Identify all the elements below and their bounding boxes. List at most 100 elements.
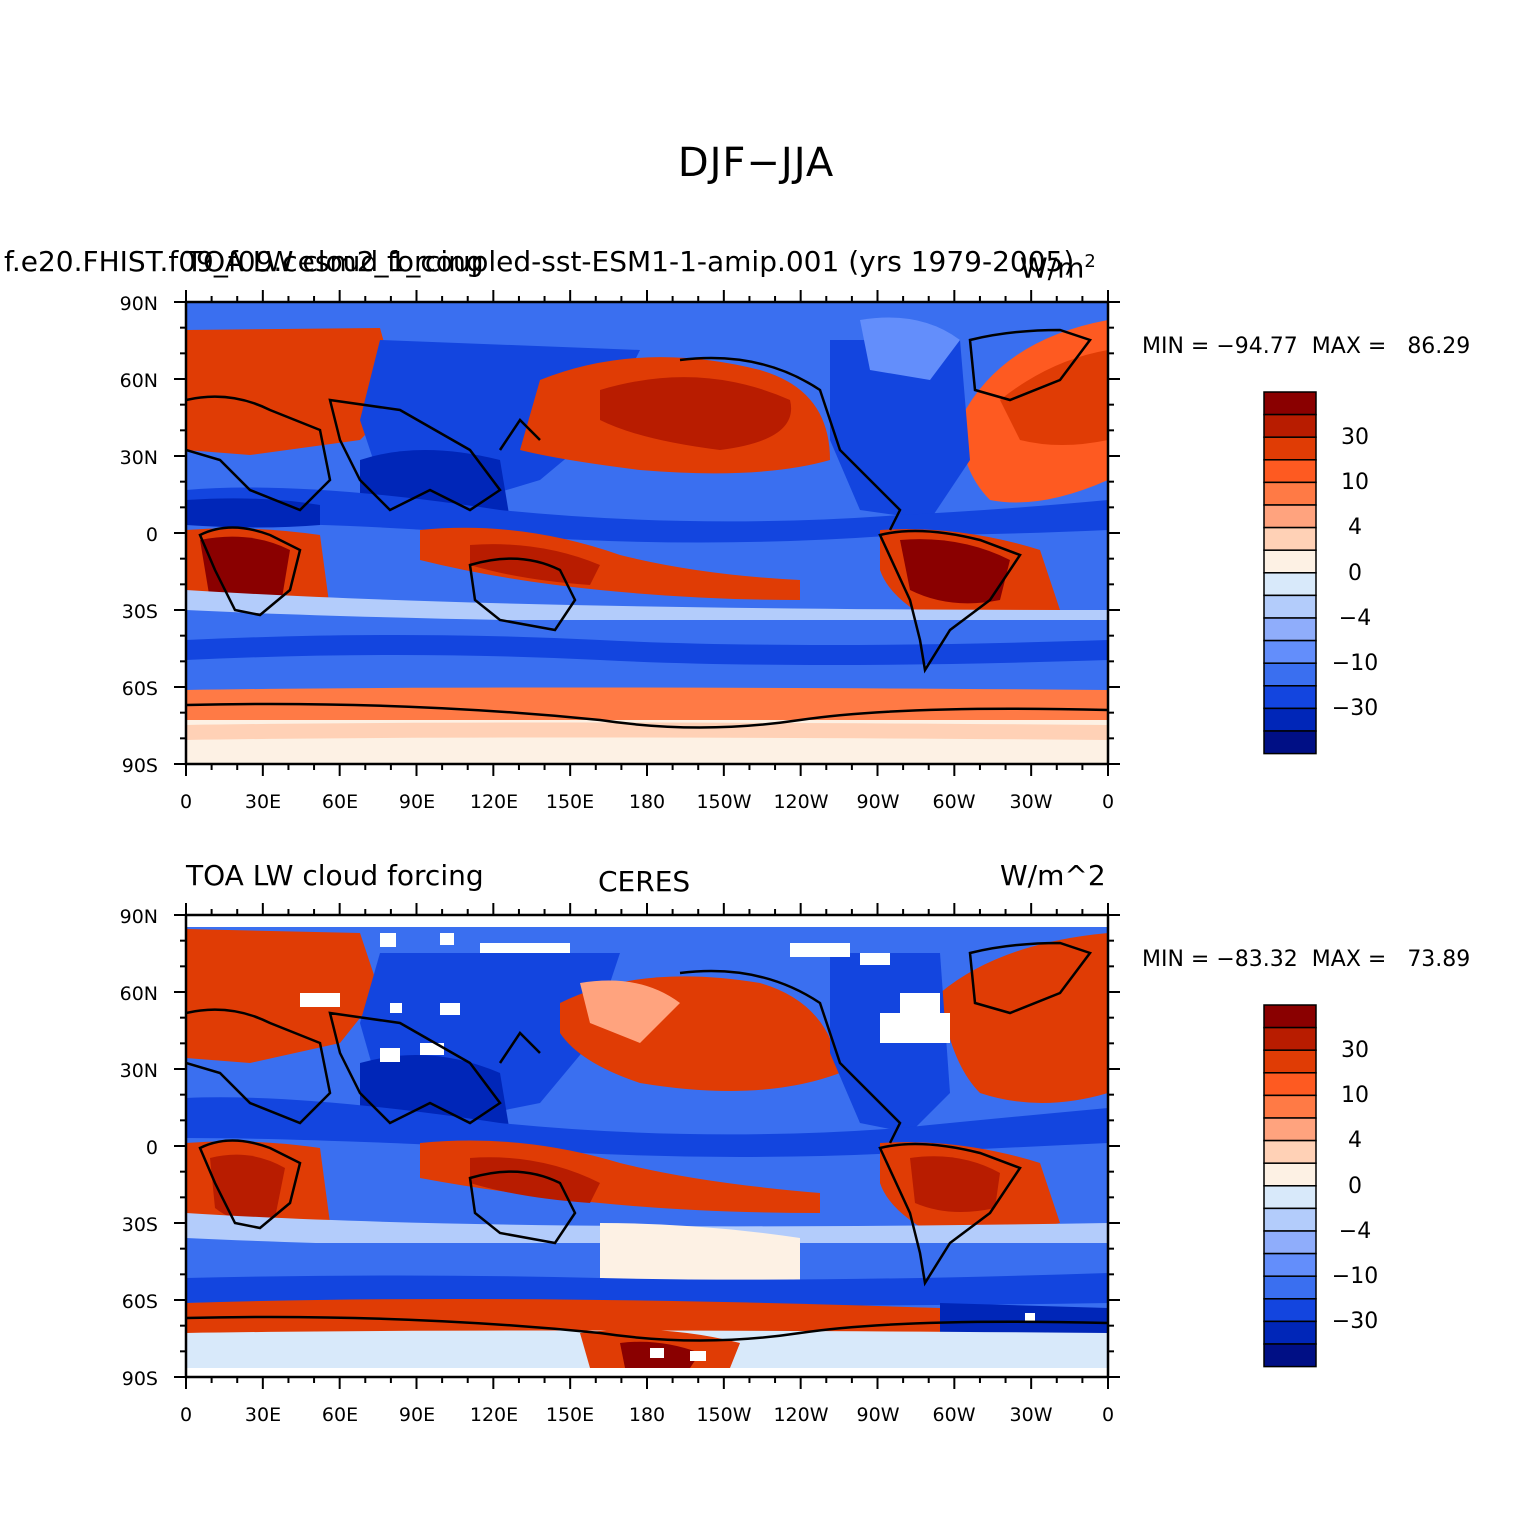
colorbar-box <box>1263 1320 1317 1345</box>
lat-label: 90N <box>120 293 158 315</box>
lon-label: 120W <box>773 1404 828 1426</box>
panel-bottom-ticks <box>174 903 1120 1389</box>
colorbar-box <box>1263 1230 1317 1255</box>
min-value: −83.32 <box>1216 947 1298 972</box>
colorbar-label: −30 <box>1332 1309 1378 1334</box>
colorbar-box <box>1263 594 1317 619</box>
panel-top-map: 90N 60N 30N 0 30S 60S 90S 0 30E 60E 90E … <box>120 290 1120 813</box>
colorbar-box <box>1263 1298 1317 1323</box>
lon-label: 0 <box>180 791 192 813</box>
colorbar-box <box>1263 549 1317 574</box>
colorbar-label: −30 <box>1332 696 1378 721</box>
lat-label: 60N <box>120 370 158 392</box>
colorbar-box <box>1263 1252 1317 1277</box>
colorbar-boxes <box>1263 1004 1317 1368</box>
lon-label: 120W <box>773 791 828 813</box>
colorbar-label: 0 <box>1348 561 1362 586</box>
lat-label: 60S <box>122 1291 158 1313</box>
colorbar-labels: 30 10 4 0 −4 −10 −30 <box>1332 1038 1378 1334</box>
panel-bottom-lon-labels: 0 30E 60E 90E 120E 150E 180 150W 120W 90… <box>180 1404 1114 1426</box>
lon-label: 150E <box>546 791 594 813</box>
panel-top-ticks <box>174 290 1120 776</box>
colorbar-label: 4 <box>1348 515 1362 540</box>
colorbar-box <box>1263 526 1317 551</box>
colorbar-box <box>1263 662 1317 687</box>
colorbar-box <box>1263 1026 1317 1051</box>
figure-title: DJF−JJA <box>677 140 835 186</box>
colorbar-boxes <box>1263 391 1317 755</box>
colorbar-box <box>1263 1004 1317 1029</box>
lon-label: 90W <box>857 1404 900 1426</box>
colorbar-box <box>1263 391 1317 416</box>
colorbar-box <box>1263 436 1317 461</box>
max-value: 73.89 <box>1407 947 1471 972</box>
colorbar-label: −10 <box>1332 1264 1378 1289</box>
colorbar-label: 30 <box>1341 1038 1369 1063</box>
lat-label: 90S <box>122 755 158 777</box>
colorbar-box <box>1263 1117 1317 1142</box>
panel-top-units: W/m2 <box>1020 246 1096 284</box>
panel-bottom-colorbar: 30 10 4 0 −4 −10 −30 <box>1263 1004 1378 1368</box>
colorbar-box <box>1263 481 1317 506</box>
panel-bottom-field <box>186 915 1108 1377</box>
lat-label: 60S <box>122 678 158 700</box>
lon-label: 180 <box>629 791 665 813</box>
colorbar-box <box>1263 1139 1317 1164</box>
colorbar-label: −10 <box>1332 651 1378 676</box>
panel-top-field <box>186 302 1108 764</box>
colorbar-label: −4 <box>1339 1219 1371 1244</box>
lon-label: 150W <box>696 791 751 813</box>
colorbar-label: 10 <box>1341 1083 1369 1108</box>
panel-top-coastlines <box>186 328 1108 729</box>
panel-top-units-text: W/m <box>1020 251 1085 285</box>
colorbar-box <box>1263 504 1317 529</box>
lon-label: 90W <box>857 791 900 813</box>
lat-label: 0 <box>146 1137 158 1159</box>
panel-top-left-title: f.e20.FHIST.f09_f09.cesm2_1_coupled-sst-… <box>4 245 1075 278</box>
lat-label: 30S <box>122 1214 158 1236</box>
colorbar-box <box>1263 707 1317 732</box>
lon-label: 120E <box>470 791 518 813</box>
colorbar-box <box>1263 572 1317 597</box>
lon-label: 60E <box>322 791 358 813</box>
lat-label: 60N <box>120 983 158 1005</box>
colorbar-box <box>1263 1094 1317 1119</box>
panel-bottom-minmax: MIN = −83.32 MAX = 73.89 <box>1142 947 1470 972</box>
colorbar-label: 4 <box>1348 1128 1362 1153</box>
lat-label: 30N <box>120 447 158 469</box>
lon-label: 150W <box>696 1404 751 1426</box>
panel-top-minmax: MIN = −94.77 MAX = 86.29 <box>1142 334 1470 359</box>
lon-label: 30W <box>1010 791 1053 813</box>
colorbar-label: 30 <box>1341 425 1369 450</box>
colorbar-box <box>1263 1275 1317 1300</box>
min-label: MIN = <box>1142 947 1217 972</box>
panel-bottom-map: 90N 60N 30N 0 30S 60S 90S 0 30E 60E 90E … <box>120 903 1120 1426</box>
panel-top-variable-title: TOA LW cloud forcing <box>186 245 484 278</box>
colorbar-box <box>1263 1185 1317 1210</box>
colorbar-box <box>1263 413 1317 438</box>
lon-label: 60E <box>322 1404 358 1426</box>
lon-label: 0 <box>180 1404 192 1426</box>
lon-label: 150E <box>546 1404 594 1426</box>
lon-label: 30W <box>1010 1404 1053 1426</box>
colorbar-box <box>1263 1162 1317 1187</box>
panel-bottom-center-title: CERES <box>598 865 691 898</box>
panel-bottom-lat-labels: 90N 60N 30N 0 30S 60S 90S <box>120 906 158 1390</box>
panel-bottom-left-title: TOA LW cloud forcing <box>186 859 484 892</box>
colorbar-box <box>1263 1072 1317 1097</box>
max-label: MAX = <box>1311 334 1394 359</box>
lon-label: 0 <box>1102 1404 1114 1426</box>
panel-top-lon-labels: 0 30E 60E 90E 120E 150E 180 150W 120W 90… <box>180 791 1114 813</box>
panel-bottom-coastlines <box>186 941 1108 1342</box>
panel-top-lat-labels: 90N 60N 30N 0 30S 60S 90S <box>120 293 158 777</box>
lon-label: 60W <box>933 791 976 813</box>
panel-top-units-sup: 2 <box>1084 251 1096 272</box>
lat-label: 30N <box>120 1060 158 1082</box>
lat-label: 90S <box>122 1368 158 1390</box>
panel-bottom-units: W/m^2 <box>1000 859 1106 892</box>
lon-label: 60W <box>933 1404 976 1426</box>
lat-label: 90N <box>120 906 158 928</box>
colorbar-box <box>1263 459 1317 484</box>
lat-label: 0 <box>146 524 158 546</box>
lon-label: 30E <box>245 791 281 813</box>
